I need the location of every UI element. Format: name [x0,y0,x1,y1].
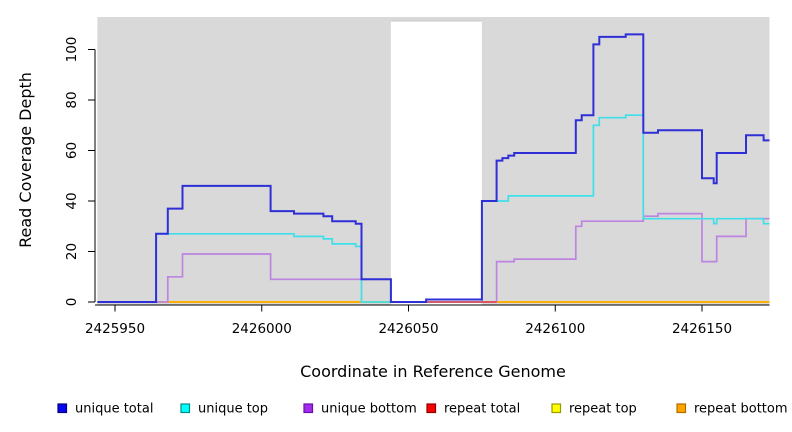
legend-label: unique bottom [321,402,417,417]
y-tick-label: 100 [64,37,80,63]
legend-swatch-icon [551,403,562,414]
plot-background [97,17,770,305]
x-tick-label: 2425950 [85,321,145,337]
x-tick-label: 2426150 [672,321,732,337]
legend-swatch-icon [57,403,68,414]
legend-item-unique-top: unique top [180,402,268,417]
legend-label: repeat bottom [694,402,788,417]
series-line-unique-total [97,33,770,303]
gap-region-background [390,21,482,305]
y-tick-label: 40 [64,192,80,209]
legend-label: repeat top [569,402,637,417]
y-tick-label: 0 [64,298,80,307]
x-tick-label: 2426000 [232,321,292,337]
legend-swatch-icon [676,403,687,414]
y-axis-title: Read Coverage Depth [16,72,35,248]
y-tick-label: 60 [64,142,80,159]
legend-swatch-icon [303,403,314,414]
y-tick-label: 20 [64,243,80,260]
axes: 2425950 2426000 2426050 2426100 2426150 0 20 40… [64,37,770,337]
series-lines [97,33,770,303]
series-line-unique-bottom [97,212,770,303]
series-line-unique-top [97,114,770,303]
legend-swatch-icon [180,403,191,414]
legend-label: unique total [75,402,153,417]
y-tick-label: 80 [64,91,80,108]
x-axis-title: Coordinate in Reference Genome [300,362,566,381]
x-axis: 2425950 2426000 2426050 2426100 2426150 [85,304,770,337]
y-axis: 0 20 40 60 80 100 [64,37,96,307]
legend-item-repeat-bottom: repeat bottom [676,402,788,417]
legend-item-unique-total: unique total [57,402,153,417]
legend-item-repeat-total: repeat total [426,402,520,417]
legend-item-unique-bottom: unique bottom [303,402,417,417]
x-tick-label: 2426050 [378,321,438,337]
legend-label: unique top [198,402,268,417]
legend-swatch-icon [426,403,437,414]
legend: unique total unique top unique bottom repea… [57,402,788,417]
x-tick-label: 2426100 [525,321,585,337]
legend-label: repeat total [444,402,520,417]
legend-item-repeat-top: repeat top [551,402,637,417]
